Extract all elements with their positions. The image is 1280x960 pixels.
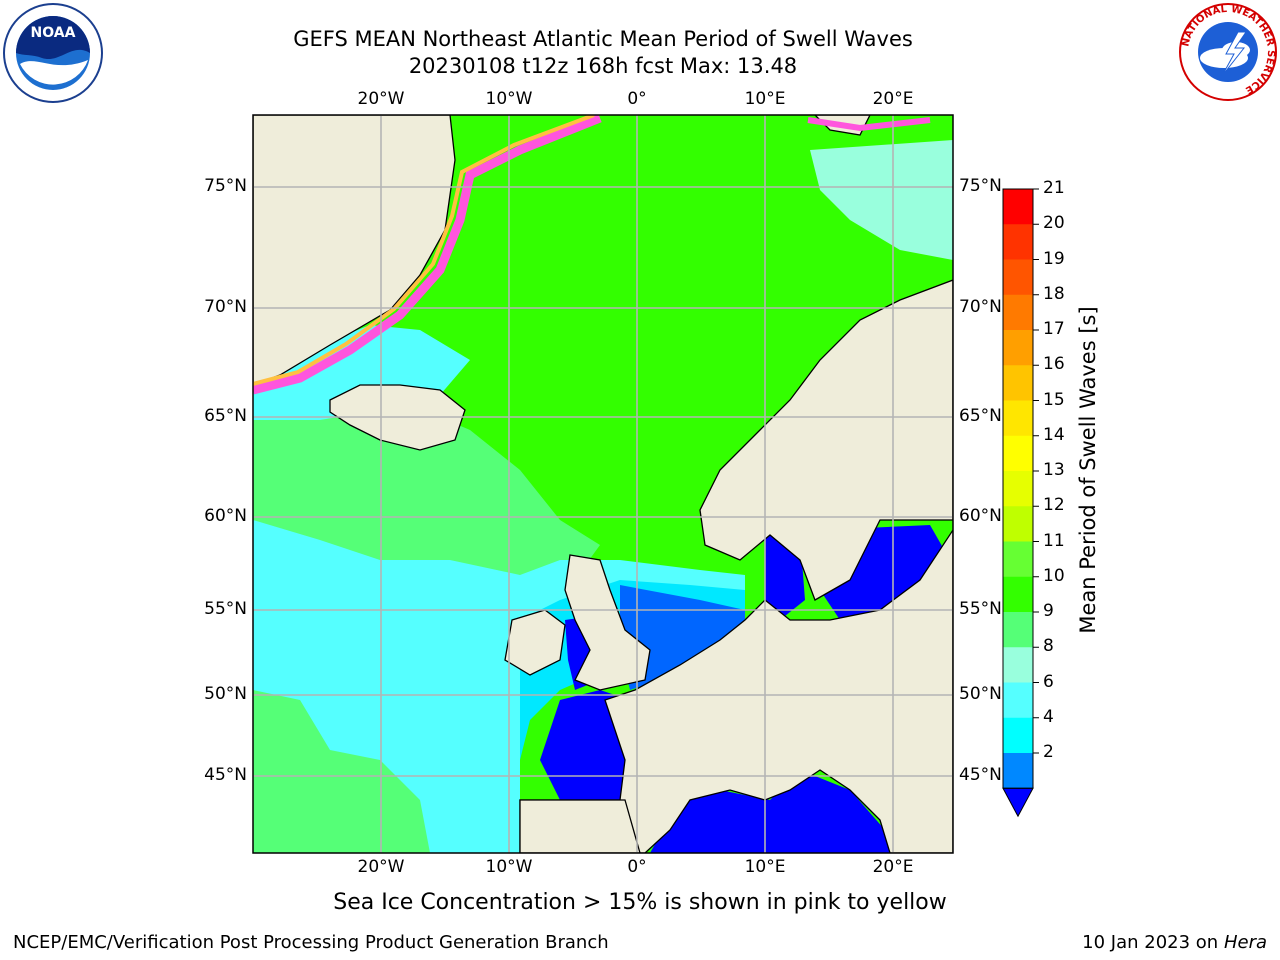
lat-tick-right: 70°N <box>959 297 1002 317</box>
colorbar-bin <box>1003 647 1033 683</box>
swell-zone-darkblue-biscay <box>540 690 630 800</box>
colorbar-bin <box>1003 541 1033 578</box>
colorbar-tick-label: 12 <box>1043 495 1065 516</box>
colorbar-tick-label: 6 <box>1043 671 1054 692</box>
lon-tick-bottom: 0° <box>627 857 647 877</box>
lat-tick-left: 75°N <box>204 176 247 196</box>
colorbar-bin <box>1003 435 1033 472</box>
colorbar-tick-label: 19 <box>1043 248 1065 269</box>
lat-tick-right: 75°N <box>959 176 1002 196</box>
colorbar-bin <box>1003 471 1033 507</box>
colorbar-tick-label: 18 <box>1043 283 1065 304</box>
footer-date: 10 Jan 2023 on Hera <box>1082 932 1267 953</box>
lon-tick-bottom: 10°W <box>485 857 533 877</box>
footer-machine: Hera <box>1223 932 1267 953</box>
scandinavia-land <box>699 279 953 601</box>
lat-tick-left: 45°N <box>204 765 247 785</box>
lon-tick-top: 10°W <box>485 89 533 109</box>
lat-tick-left: 70°N <box>204 297 247 317</box>
colorbar <box>1002 188 1039 818</box>
colorbar-bin <box>1003 330 1033 366</box>
swell-zone-darkblue-med <box>650 770 953 853</box>
colorbar-bin <box>1003 259 1033 296</box>
colorbar-bin <box>1003 753 1033 789</box>
swell-zone-cyan-barents <box>810 140 953 260</box>
colorbar-tick-label: 13 <box>1043 460 1065 480</box>
lon-tick-top: 20°E <box>872 89 914 109</box>
colorbar-bin <box>1003 717 1033 754</box>
colorbar-tick-label: 11 <box>1043 530 1065 551</box>
swell-zone-blue <box>620 585 745 690</box>
sea-ice-edge-pink <box>253 115 602 395</box>
lat-tick-left: 50°N <box>204 684 247 704</box>
colorbar-title: Mean Period of Swell Waves [s] <box>1076 306 1100 634</box>
sea-ice-svalbard <box>807 117 931 132</box>
lat-tick-left: 55°N <box>204 599 247 619</box>
colorbar-tick-label: 15 <box>1043 389 1065 410</box>
colorbar-bin <box>1003 400 1033 437</box>
colorbar-tick-label: 14 <box>1043 424 1065 445</box>
colorbar-tick-label: 10 <box>1043 565 1065 586</box>
colorbar-tick-label: 16 <box>1043 354 1065 375</box>
colorbar-extend-triangle <box>1002 787 1034 818</box>
lon-tick-top: 10°E <box>744 89 786 109</box>
colorbar-bin <box>1003 365 1033 401</box>
chart-title: GEFS MEAN Northeast Atlantic Mean Period… <box>293 27 913 51</box>
colorbar-bin <box>1003 224 1033 260</box>
colorbar-tick-label: 2 <box>1043 742 1054 762</box>
colorbar-bin <box>1003 682 1033 719</box>
lat-tick-right: 60°N <box>959 506 1002 526</box>
colorbar-bin <box>1003 506 1033 542</box>
caption: Sea Ice Concentration > 15% is shown in … <box>333 890 947 915</box>
footer-credit: NCEP/EMC/Verification Post Processing Pr… <box>13 932 609 953</box>
colorbar-frame <box>1002 188 1034 789</box>
lon-tick-bottom: 20°W <box>357 857 405 877</box>
lat-tick-right: 50°N <box>959 684 1002 704</box>
colorbar-tick-label: 9 <box>1043 601 1054 621</box>
lon-tick-bottom: 20°E <box>872 857 914 877</box>
colorbar-bin <box>1003 612 1033 648</box>
sea-ice-edge-orange <box>253 115 595 386</box>
colorbar-tick-label: 8 <box>1043 636 1054 657</box>
lat-tick-right: 65°N <box>959 406 1002 426</box>
lon-tick-top: 0° <box>627 89 647 109</box>
lat-tick-left: 60°N <box>204 506 247 526</box>
colorbar-tick-label: 20 <box>1043 213 1065 234</box>
map-frame <box>252 114 954 854</box>
great-britain-land <box>564 554 651 691</box>
colorbar-tick-label: 21 <box>1043 178 1065 198</box>
lat-tick-right: 55°N <box>959 599 1002 619</box>
noaa-logo-text: NOAA <box>31 25 76 41</box>
lon-tick-bottom: 10°E <box>744 857 786 877</box>
colorbar-bin <box>1003 576 1033 613</box>
footer-date-text: 10 Jan 2023 on <box>1082 932 1219 953</box>
iberia-land <box>519 799 641 853</box>
colorbar-bin <box>1003 189 1033 225</box>
colorbar-bin <box>1003 294 1033 331</box>
graticule <box>253 115 953 853</box>
colorbar-tick-label: 17 <box>1043 319 1065 339</box>
noaa-logo-icon: NOAA <box>3 3 103 103</box>
lat-tick-left: 65°N <box>204 406 247 426</box>
lat-tick-right: 45°N <box>959 765 1002 785</box>
chart-subtitle: 20230108 t12z 168h fcst Max: 13.48 <box>408 54 798 78</box>
lon-tick-top: 20°W <box>357 89 405 109</box>
colorbar-tick-label: 4 <box>1043 706 1054 727</box>
nws-logo-icon: NATIONAL WEATHER SERVICE <box>1179 3 1277 101</box>
